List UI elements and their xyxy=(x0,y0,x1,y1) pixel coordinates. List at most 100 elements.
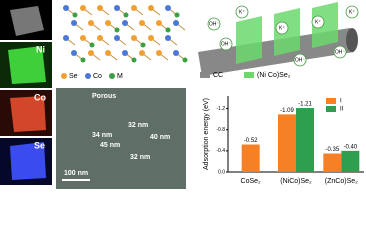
value-label: -0.40 xyxy=(343,144,357,150)
atom xyxy=(139,50,145,56)
ion xyxy=(311,15,325,29)
atom xyxy=(63,5,69,11)
tem-size: 32 nm xyxy=(130,154,150,161)
atom xyxy=(122,20,128,26)
nanosheet xyxy=(236,16,262,64)
value-label: -1.09 xyxy=(280,108,294,114)
ion-label: K⁺ xyxy=(279,25,285,31)
atom xyxy=(114,35,120,41)
ion xyxy=(293,53,307,67)
atom xyxy=(156,50,162,56)
tem-title: Porous xyxy=(92,93,116,100)
schematic-legend: CC xyxy=(213,72,223,79)
atom xyxy=(88,20,94,26)
scale-label: 100 nm xyxy=(64,170,88,177)
atom xyxy=(80,5,86,11)
legend-dot xyxy=(61,73,67,79)
value-label: -0.52 xyxy=(244,138,258,144)
atom xyxy=(156,20,162,26)
atom xyxy=(174,12,180,18)
atom xyxy=(122,50,128,56)
tem-size: 40 nm xyxy=(150,134,170,141)
ni-particle xyxy=(8,46,46,84)
eds-label: Co xyxy=(34,92,46,102)
atom xyxy=(182,57,188,63)
ion-label: OH⁻ xyxy=(335,49,346,55)
tem-size: 45 nm xyxy=(100,142,120,149)
bar xyxy=(323,153,342,172)
ion xyxy=(333,45,347,59)
nanosheet xyxy=(312,2,338,48)
bar xyxy=(278,114,296,172)
atom xyxy=(165,35,171,41)
atom xyxy=(140,42,146,48)
y-tick-label: 0.0 xyxy=(218,169,225,175)
schematic-legend: (Ni Co)Se₂ xyxy=(257,72,291,79)
atom xyxy=(173,20,179,26)
atom xyxy=(131,5,137,11)
ions: OH⁻ K⁺ OH⁻ K⁺ OH⁻ K⁺ OH⁻ K⁺ xyxy=(207,5,359,67)
bar xyxy=(296,108,314,172)
value-label: -0.35 xyxy=(325,147,339,153)
legend-dot xyxy=(85,73,91,79)
atom xyxy=(63,35,69,41)
nanosheet xyxy=(274,8,300,56)
bar xyxy=(341,150,360,172)
cc-end xyxy=(346,28,358,52)
legend-swatch xyxy=(200,72,210,78)
tem-image xyxy=(56,88,186,189)
atom xyxy=(72,12,78,18)
atom xyxy=(173,50,179,56)
ion xyxy=(219,37,233,51)
eds-label: Ni xyxy=(36,44,45,54)
atom xyxy=(131,57,137,63)
atom xyxy=(148,5,154,11)
atom xyxy=(114,5,120,11)
y-tick-label: -1.2 xyxy=(216,106,225,112)
ion-label: OH⁻ xyxy=(209,21,220,27)
legend-swatch xyxy=(326,106,336,112)
legend-swatch xyxy=(244,72,254,78)
tem-size: 34 nm xyxy=(92,132,112,139)
bar xyxy=(241,144,260,172)
ion-label: K⁺ xyxy=(349,9,355,15)
ion-label: OH⁻ xyxy=(295,57,306,63)
sem-particle xyxy=(10,6,44,36)
x-tick-label: (ZnCo)Se₂ xyxy=(325,178,358,185)
legend-dot xyxy=(109,73,115,79)
ion xyxy=(235,5,249,19)
x-tick-label: CoSe₂ xyxy=(241,178,262,185)
value-label: -1.21 xyxy=(298,102,312,108)
atom xyxy=(89,42,95,48)
atom xyxy=(139,20,145,26)
y-axis-label: Adsorption energy (eV) xyxy=(203,98,210,170)
atom xyxy=(105,20,111,26)
co-particle xyxy=(10,96,46,132)
atom xyxy=(123,12,129,18)
figure-svg: Ni Co Se Se Co M Porous 34 nm 32 nm 40 n… xyxy=(0,0,364,189)
atom xyxy=(97,5,103,11)
legend-label: II xyxy=(340,107,344,113)
atom xyxy=(131,35,137,41)
atom xyxy=(165,5,171,11)
atom xyxy=(105,50,111,56)
legend-swatch xyxy=(326,98,336,104)
atom xyxy=(71,20,77,26)
atom xyxy=(97,35,103,41)
atom xyxy=(88,50,94,56)
ion xyxy=(345,5,359,19)
ion-label: K⁺ xyxy=(315,19,321,25)
ion xyxy=(207,17,221,31)
atom xyxy=(148,35,154,41)
ion-label: OH⁻ xyxy=(221,41,232,47)
y-tick-label: -0.8 xyxy=(216,127,225,133)
atom xyxy=(114,27,120,33)
structure-legend: M xyxy=(117,73,123,80)
atom xyxy=(71,50,77,56)
atom xyxy=(80,57,86,63)
atom xyxy=(80,35,86,41)
eds-label: Se xyxy=(34,140,45,150)
tem-size: 32 nm xyxy=(128,122,148,129)
figure: Ni Co Se Se Co M Porous 34 nm 32 nm 40 n… xyxy=(0,0,364,189)
x-tick-label: (NiCo)Se₂ xyxy=(280,178,312,185)
